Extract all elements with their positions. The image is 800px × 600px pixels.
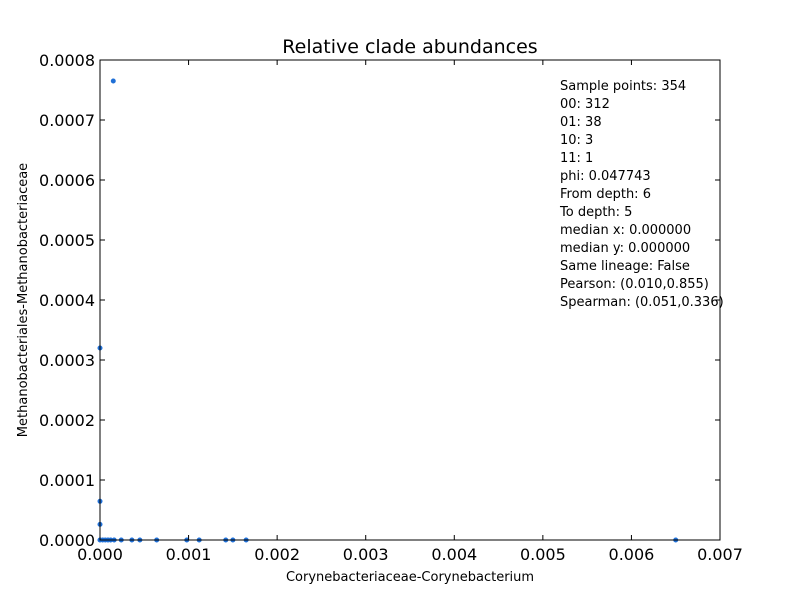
annotation-line: 10: 3 — [560, 133, 593, 148]
x-tick-label: 0.005 — [520, 545, 566, 564]
stats-annotation: Sample points: 354 00: 312 01: 38 10: 3 11: … — [559, 79, 724, 310]
annotation-line: 01: 38 — [560, 115, 602, 130]
x-tick-label: 0.003 — [343, 545, 389, 564]
y-tick-label: 0.0007 — [39, 111, 95, 130]
x-tick-label: 0.004 — [431, 545, 477, 564]
y-tick-label: 0.0001 — [39, 471, 95, 490]
y-tick-label: 0.0006 — [39, 171, 95, 190]
annotation-line: Spearman: (0.051,0.336) — [560, 295, 724, 310]
y-tick-label: 0.0000 — [39, 531, 95, 550]
annotation-line: median y: 0.000000 — [560, 241, 690, 256]
annotation-line: 00: 312 — [560, 97, 610, 112]
y-tick-label: 0.0004 — [39, 291, 95, 310]
x-tick-label: 0.002 — [254, 545, 300, 564]
x-axis: 0.000 0.001 0.002 0.003 0.004 0.005 0.006 0.007 — [77, 60, 743, 564]
y-tick-label: 0.0002 — [39, 411, 95, 430]
x-axis-label: Corynebacteriaceae-Corynebacterium — [286, 570, 534, 585]
annotation-line: 11: 1 — [560, 151, 593, 166]
annotation-line: Sample points: 354 — [560, 79, 686, 94]
y-tick-label: 0.0008 — [39, 51, 95, 70]
annotation-line: From depth: 6 — [560, 187, 651, 202]
y-axis-label: Methanobacteriales-Methanobacteriaceae — [16, 163, 31, 437]
data-point — [110, 78, 116, 84]
y-axis: 0.0000 0.0001 0.0002 0.0003 0.0004 0.0005 0.00… — [39, 51, 720, 550]
annotation-line: Pearson: (0.010,0.855) — [560, 277, 709, 292]
annotation-line: To depth: 5 — [559, 205, 632, 220]
x-tick-label: 0.000 — [77, 545, 123, 564]
annotation-line: Same lineage: False — [560, 259, 690, 274]
chart-title: Relative clade abundances — [282, 36, 537, 58]
x-tick-label: 0.001 — [166, 545, 212, 564]
x-tick-label: 0.007 — [697, 545, 743, 564]
x-tick-label: 0.006 — [609, 545, 655, 564]
y-tick-label: 0.0005 — [39, 231, 95, 250]
y-tick-label: 0.0003 — [39, 351, 95, 370]
annotation-line: median x: 0.000000 — [560, 223, 691, 238]
annotation-line: phi: 0.047743 — [560, 169, 651, 184]
